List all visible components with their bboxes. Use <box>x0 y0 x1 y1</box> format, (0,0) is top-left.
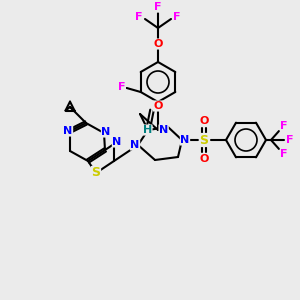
Text: H: H <box>143 125 152 135</box>
Text: N: N <box>101 127 111 137</box>
Text: N: N <box>159 125 168 135</box>
Text: F: F <box>154 2 162 12</box>
Text: N: N <box>130 140 140 150</box>
Text: S: S <box>200 134 208 146</box>
Text: F: F <box>135 12 143 22</box>
Text: F: F <box>173 12 181 22</box>
Text: F: F <box>280 149 288 159</box>
Text: N: N <box>180 135 190 145</box>
Text: F: F <box>118 82 125 92</box>
Text: O: O <box>199 154 209 164</box>
Text: O: O <box>153 39 163 49</box>
Text: F: F <box>280 121 288 131</box>
Text: F: F <box>286 135 294 145</box>
Text: N: N <box>112 137 122 147</box>
Text: O: O <box>153 101 163 111</box>
Text: O: O <box>199 116 209 126</box>
Text: N: N <box>63 126 73 136</box>
Text: S: S <box>92 167 100 179</box>
